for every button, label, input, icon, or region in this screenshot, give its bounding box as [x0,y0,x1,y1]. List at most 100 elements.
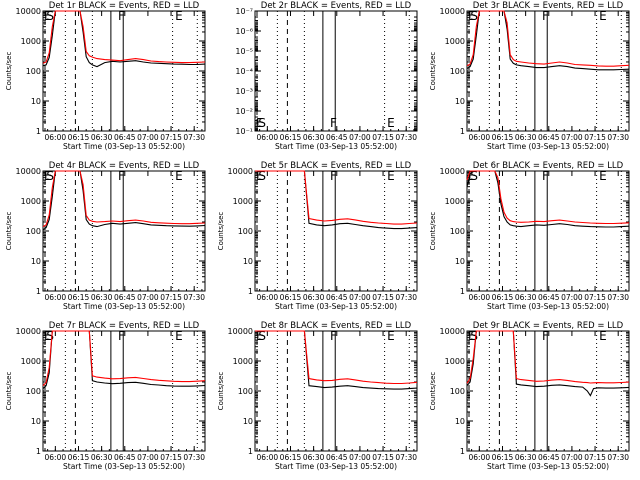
event-label-e: E [256,329,264,343]
x-axis-label: Start Time (03-Sep-13 05:52:00) [63,302,185,311]
series-line-lld [466,10,630,67]
event-label-e: E [599,329,607,343]
plot-frame [42,10,206,132]
y-axis-label: Counts/sec [429,52,437,91]
chart-panel-8: Det 8r BLACK = Events, RED = LLD 1 10 100 10… [217,321,418,471]
y-axis-label: Counts/sec [217,212,225,251]
event-label-e: E [387,329,395,343]
y-tick-label: 1000 [233,357,253,366]
y-tick-label: 10000 [440,167,465,176]
x-tick-label: 07:30 [607,133,629,142]
event-label-e: E [387,116,395,130]
x-tick-label: 07:15 [584,453,606,462]
x-tick-label: 06:15 [68,293,90,302]
y-tick-label: 100 [26,227,41,236]
x-tick-label: 06:45 [326,453,348,462]
event-label-f: F [330,329,337,343]
x-axis-label: Start Time (03-Sep-13 05:52:00) [487,462,609,471]
y-tick-label: 10 [455,417,465,426]
x-tick-label: 06:00 [257,293,279,302]
x-tick-label: 06:45 [326,133,348,142]
y-tick-label: 1000 [233,197,253,206]
y-tick-label: 10000 [440,327,465,336]
event-label-f: F [542,9,549,23]
x-tick-label: 06:00 [45,453,67,462]
y-tick-label: 100 [238,387,253,396]
series-line-lld [255,170,418,225]
event-label-e: E [256,169,264,183]
x-axis-label: Start Time (03-Sep-13 05:52:00) [275,142,397,151]
y-tick-label: 10 [31,257,41,266]
y-axis-label: Counts/sec [429,372,437,411]
x-tick-label: 07:15 [160,293,182,302]
y-tick-label: 10000 [16,167,41,176]
x-tick-label: 06:15 [280,453,302,462]
event-label-e: E [175,169,183,183]
event-label-e: E [599,9,607,23]
event-label-f: F [118,329,125,343]
y-tick-label: 1000 [21,37,41,46]
chart-title: Det 7r BLACK = Events, RED = LLD [49,321,200,331]
x-tick-label: 06:45 [114,293,136,302]
y-tick-label: 1000 [445,197,465,206]
plot-frame [42,330,206,452]
x-tick-label: 07:00 [561,133,583,142]
y-tick-label: 1000 [445,37,465,46]
series-line-lld [255,330,418,385]
x-tick-label: 07:00 [349,293,371,302]
event-label-e: E [468,329,476,343]
chart-title: Det 2r BLACK = Events, RED = LLD [261,1,412,11]
chart-panel-6: Det 6r BLACK = Events, RED = LLD 1 10 100 10… [429,161,630,311]
plot-frame [254,170,418,292]
x-tick-label: 06:30 [515,293,537,302]
event-label-f: F [542,169,549,183]
chart-panel-9: Det 9r BLACK = Events, RED = LLD 1 10 100 10… [429,321,630,471]
x-tick-label: 06:00 [469,453,491,462]
chart-title: Det 5r BLACK = Events, RED = LLD [261,161,412,171]
chart-panel-3: Det 3r BLACK = Events, RED = LLD 1 10 100 10… [429,1,630,151]
y-tick-label: 10 [243,257,253,266]
chart-panel-2: Det 2r BLACK = Events, RED = LLD 10⁻⁷ 10⁻⁶… [235,1,418,151]
series-line-lld [42,10,206,64]
x-tick-label: 06:00 [257,133,279,142]
event-label-s: S [46,169,54,183]
x-tick-label: 06:30 [303,453,325,462]
y-tick-label: 1000 [21,357,41,366]
chart-title: Det 9r BLACK = Events, RED = LLD [473,321,624,331]
event-label-e: E [175,329,183,343]
x-tick-label: 07:00 [561,293,583,302]
x-tick-label: 07:00 [137,133,159,142]
x-tick-label: 07:30 [395,133,417,142]
y-tick-label: 10⁻¹ [235,127,253,136]
event-label-s: S [258,329,266,343]
event-label-e: E [387,169,395,183]
x-tick-label: 07:15 [372,133,394,142]
x-tick-label: 07:00 [137,293,159,302]
x-axis-label: Start Time (03-Sep-13 05:52:00) [63,462,185,471]
event-label-e: E [468,169,476,183]
y-tick-label: 10000 [16,7,41,16]
y-tick-label: 1 [36,447,41,456]
y-tick-label: 10 [455,97,465,106]
x-tick-label: 06:30 [515,453,537,462]
x-tick-label: 06:45 [114,453,136,462]
y-tick-label: 10⁻⁷ [235,7,253,16]
x-axis-label: Start Time (03-Sep-13 05:52:00) [275,302,397,311]
chart-title: Det 8r BLACK = Events, RED = LLD [261,321,412,331]
event-label-s: S [470,329,478,343]
y-tick-label: 1 [36,287,41,296]
event-label-e: E [256,116,264,130]
x-tick-label: 07:30 [607,293,629,302]
event-label-f: F [118,169,125,183]
event-label-s: S [470,169,478,183]
event-label-e: E [599,169,607,183]
x-tick-label: 06:15 [280,133,302,142]
chart-title: Det 4r BLACK = Events, RED = LLD [49,161,200,171]
x-tick-label: 06:30 [303,293,325,302]
x-tick-label: 06:45 [538,133,560,142]
y-tick-label: 10 [455,257,465,266]
event-label-e: E [44,9,52,23]
event-label-s: S [258,169,266,183]
y-tick-label: 100 [450,227,465,236]
y-tick-label: 10000 [16,327,41,336]
